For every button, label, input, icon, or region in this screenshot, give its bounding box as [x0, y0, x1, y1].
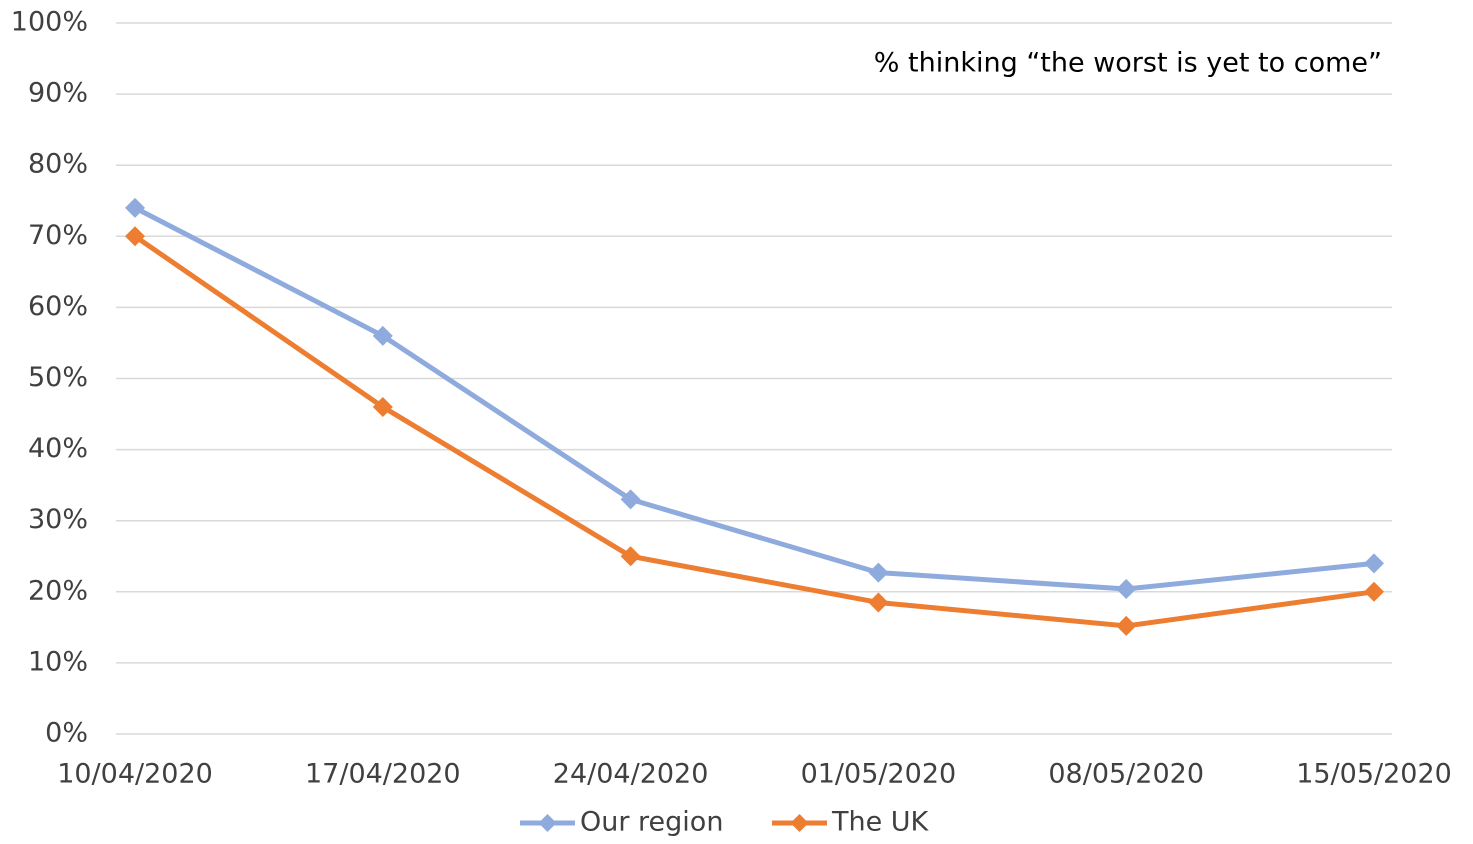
x-tick-label: 08/05/2020	[1048, 759, 1204, 790]
y-tick-label: 0%	[45, 718, 88, 749]
marker	[1116, 578, 1137, 599]
marker	[868, 592, 889, 613]
series-line	[133, 234, 1375, 629]
marker	[1364, 553, 1384, 574]
y-tick-label: 70%	[28, 220, 88, 251]
legend-marker	[538, 814, 557, 832]
marker	[125, 197, 145, 218]
marker	[372, 396, 393, 417]
y-tick-label: 30%	[28, 504, 88, 535]
y-tick-label: 90%	[28, 78, 88, 109]
legend-label: The UK	[831, 807, 930, 838]
legend-marker	[790, 814, 809, 832]
marker	[620, 489, 641, 510]
legend-label: Our region	[580, 807, 723, 838]
y-tick-label: 10%	[28, 646, 88, 677]
x-tick-label: 24/04/2020	[553, 759, 709, 790]
y-tick-label: 40%	[28, 433, 88, 464]
marker	[1116, 615, 1137, 636]
series-line	[133, 205, 1375, 592]
y-tick-label: 20%	[28, 575, 88, 606]
y-tick-label: 60%	[28, 291, 88, 322]
x-tick-label: 15/05/2020	[1296, 759, 1452, 790]
annotation: % thinking “the worst is yet to come”	[874, 48, 1382, 79]
x-tick-label: 10/04/2020	[57, 759, 213, 790]
y-tick-label: 100%	[11, 7, 88, 38]
marker	[372, 325, 393, 346]
x-tick-label: 17/04/2020	[305, 759, 461, 790]
marker	[620, 546, 641, 567]
marker	[125, 226, 145, 247]
y-tick-label: 50%	[28, 362, 88, 393]
marker	[1364, 581, 1384, 602]
marker	[868, 562, 889, 583]
x-tick-label: 01/05/2020	[801, 759, 957, 790]
y-tick-label: 80%	[28, 149, 88, 180]
